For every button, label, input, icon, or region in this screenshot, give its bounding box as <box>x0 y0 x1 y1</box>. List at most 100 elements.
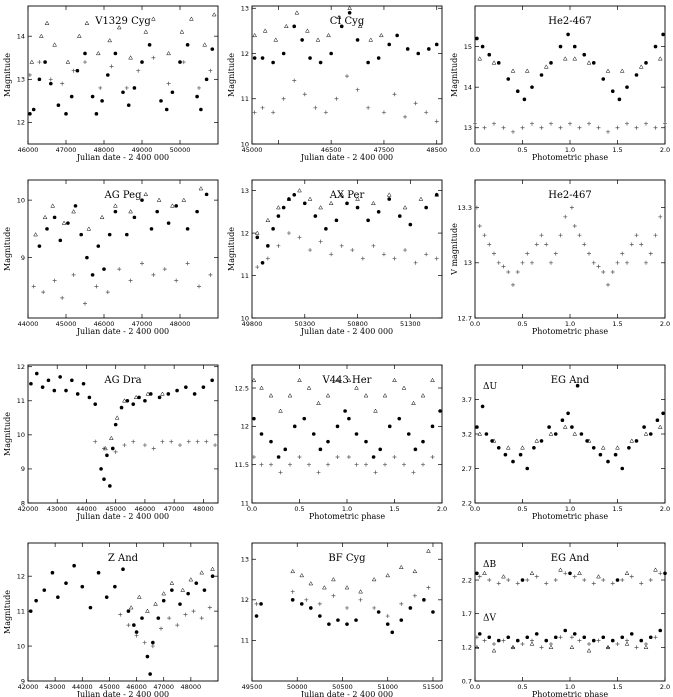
data-point-triangle <box>179 29 185 34</box>
y-tick-label: 12 <box>17 363 25 371</box>
data-point-cross <box>199 616 204 621</box>
y-tick-label: 10 <box>241 140 249 148</box>
data-point-dot <box>149 227 154 231</box>
data-point-cross <box>492 251 496 256</box>
data-point-triangle <box>358 589 363 594</box>
data-point-triangle <box>166 50 171 56</box>
data-point-triangle <box>211 12 217 17</box>
data-point-dot <box>572 44 577 49</box>
data-point-dot <box>364 439 368 444</box>
data-point-dot <box>525 466 530 471</box>
data-point-cross <box>151 272 156 277</box>
data-point-dot <box>644 61 648 65</box>
panel-title: CI Cyg <box>330 16 365 27</box>
data-point-dot <box>140 198 144 202</box>
data-point-cross <box>186 439 191 444</box>
data-point-cross <box>474 205 479 210</box>
data-point-cross <box>610 270 615 274</box>
data-point-cross <box>644 260 648 265</box>
data-point-cross <box>492 121 496 126</box>
data-point-cross <box>166 81 171 86</box>
x-tick-label: 48000 <box>181 683 202 691</box>
data-point-cross <box>381 252 386 257</box>
data-point-triangle <box>170 203 175 208</box>
data-point-triangle <box>305 28 310 33</box>
y-tick-label: 11 <box>17 397 25 405</box>
x-tick-label: 44000 <box>76 505 97 513</box>
data-point-dot <box>534 632 539 636</box>
data-point-dot <box>75 68 80 73</box>
data-point-cross <box>41 290 46 295</box>
y-tick-label: 14 <box>17 32 25 40</box>
data-point-triangle <box>386 192 392 197</box>
x-tick-label: 0.0 <box>470 505 480 513</box>
x-axis-label: Photometric phase <box>532 512 608 521</box>
data-point-triangle <box>336 14 342 19</box>
data-point-cross <box>399 601 404 606</box>
x-tick-label: 46000 <box>126 683 147 691</box>
data-point-triangle <box>392 377 397 382</box>
data-point-cross <box>639 242 644 247</box>
panel-title: V1329 Cyg <box>94 16 151 27</box>
data-point-triangle <box>624 570 630 575</box>
data-point-dot <box>75 392 80 396</box>
data-point-triangle <box>116 25 122 30</box>
data-point-dot <box>204 192 209 197</box>
x-tick-label: 1.0 <box>342 505 352 513</box>
x-tick-label: 2.0 <box>660 146 670 154</box>
data-point-dot <box>178 602 182 606</box>
data-point-cross <box>345 74 349 79</box>
data-point-triangle <box>128 209 133 214</box>
data-point-cross <box>316 470 321 475</box>
data-point-dot <box>151 640 155 645</box>
data-point-cross <box>269 462 273 467</box>
data-point-dot <box>64 112 68 116</box>
data-point-dot <box>121 567 125 572</box>
data-point-cross <box>413 260 418 265</box>
data-point-dot <box>376 610 381 614</box>
data-point-dot <box>199 107 203 112</box>
x-tick-label: 1.0 <box>565 320 575 328</box>
panel-title: EG And <box>551 553 590 564</box>
y-tick-label: 11 <box>241 499 249 507</box>
data-point-cross <box>372 605 377 610</box>
data-point-dot <box>131 402 136 406</box>
data-point-cross <box>178 443 182 448</box>
data-point-dot <box>503 452 508 457</box>
data-point-dot <box>634 73 639 77</box>
data-point-dot <box>281 205 286 210</box>
x-tick-label: 47500 <box>374 146 395 154</box>
data-point-dot <box>159 99 163 103</box>
x-tick-label: 1.5 <box>612 146 622 154</box>
data-point-dot <box>28 112 32 116</box>
data-point-cross <box>255 265 260 270</box>
panel-7: 42000 43000 44000 45000 46000 47000 48000 8 9 10 1… <box>3 363 219 521</box>
data-point-triangle <box>322 585 327 590</box>
data-point-triangle <box>306 385 312 390</box>
y-tick-label: 8 <box>21 499 25 507</box>
data-point-dot <box>266 244 270 248</box>
data-point-triangle <box>605 644 611 649</box>
data-point-dot <box>553 432 558 436</box>
data-point-cross <box>601 578 606 583</box>
data-point-triangle <box>491 648 497 653</box>
data-point-triangle <box>42 214 48 220</box>
x-axis-label: Julian date - 2 400 000 <box>76 690 169 697</box>
data-point-triangle <box>368 37 374 42</box>
data-point-cross <box>413 101 418 106</box>
data-point-cross <box>142 640 147 645</box>
data-point-cross <box>48 77 53 82</box>
data-point-cross <box>151 55 156 60</box>
data-point-cross <box>297 455 302 459</box>
data-point-dot <box>653 44 658 49</box>
y-tick-label: 12.7 <box>458 314 472 322</box>
data-point-dot <box>210 378 214 383</box>
data-point-dot <box>610 89 615 94</box>
data-point-dot <box>254 614 259 618</box>
data-point-dot <box>424 205 428 210</box>
data-point-dot <box>281 51 286 56</box>
data-point-triangle <box>339 192 345 197</box>
data-point-cross <box>591 260 596 265</box>
data-point-dot <box>629 632 634 636</box>
data-point-triangle <box>145 391 151 396</box>
